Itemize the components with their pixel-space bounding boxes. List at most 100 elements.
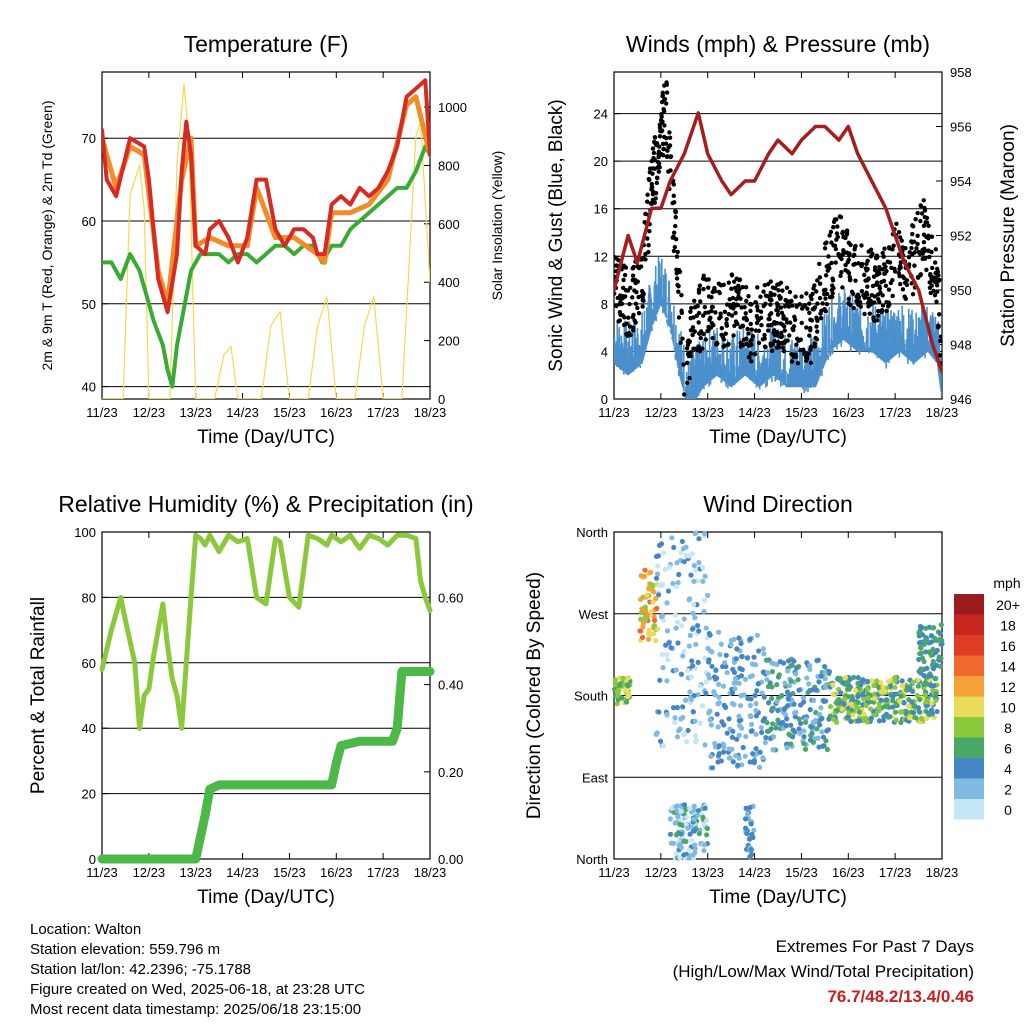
y-tick-label: 24 <box>594 107 608 122</box>
direction-point <box>792 710 798 716</box>
direction-point <box>721 744 727 750</box>
direction-point <box>717 651 723 658</box>
gust-point <box>829 260 834 266</box>
direction-point <box>686 847 692 853</box>
direction-point <box>788 663 794 669</box>
direction-point <box>673 667 679 673</box>
gust-point <box>919 211 925 216</box>
direction-point <box>730 728 736 734</box>
direction-point <box>731 636 737 642</box>
direction-point <box>923 649 929 655</box>
direction-point <box>838 690 844 696</box>
direction-point <box>683 544 689 550</box>
direction-point <box>695 807 701 814</box>
direction-point <box>747 713 753 719</box>
direction-point <box>646 627 652 633</box>
gust-point <box>923 256 928 261</box>
direction-point <box>749 831 755 838</box>
colorbar-swatch <box>954 717 984 738</box>
gust-point <box>872 300 877 305</box>
direction-point <box>748 847 754 853</box>
gust-point <box>763 301 768 307</box>
direction-point <box>802 719 809 726</box>
direction-point <box>748 728 754 734</box>
direction-point <box>918 650 924 657</box>
gust-point <box>673 214 678 220</box>
gust-point <box>776 288 781 293</box>
gust-point <box>934 283 940 288</box>
direction-point <box>659 581 665 588</box>
direction-point <box>675 580 681 586</box>
direction-point <box>700 564 706 571</box>
gust-point <box>887 260 893 265</box>
gust-point <box>777 293 782 299</box>
direction-point <box>732 686 738 692</box>
direction-point <box>931 625 937 631</box>
humidity-line <box>99 532 433 731</box>
y-right-tick-label: 800 <box>438 158 460 173</box>
direction-point <box>868 706 874 712</box>
gust-point <box>645 236 650 241</box>
gust-point <box>882 246 887 251</box>
gust-point <box>721 282 726 288</box>
gust-point <box>927 254 932 260</box>
gust-point <box>726 280 732 285</box>
gust-point <box>625 333 630 338</box>
direction-point <box>664 628 671 634</box>
gust-point <box>755 285 760 290</box>
direction-point <box>745 695 751 701</box>
pressure-line <box>614 111 942 374</box>
gust-point <box>748 351 754 356</box>
location-text: Location: Walton <box>30 921 142 938</box>
gust-point <box>772 292 777 297</box>
gust-point <box>646 242 651 248</box>
direction-point <box>653 575 660 581</box>
gust-point <box>789 359 795 364</box>
gust-point <box>769 311 774 316</box>
gust-point <box>843 267 848 273</box>
x-tick-label: 14/23 <box>226 405 259 420</box>
gust-point <box>763 344 768 350</box>
direction-point <box>906 697 912 703</box>
direction-point <box>707 708 713 714</box>
gust-point <box>692 298 697 303</box>
direction-point <box>733 656 740 662</box>
gust-point <box>673 209 678 215</box>
gust-point <box>864 290 869 295</box>
gust-point <box>840 230 845 236</box>
direction-point <box>687 805 693 812</box>
direction-point <box>778 693 784 699</box>
x-tick-label: 15/23 <box>785 865 818 880</box>
direction-point <box>734 680 740 686</box>
direction-point <box>915 677 921 683</box>
direction-point <box>685 553 692 559</box>
gust-point <box>679 310 685 316</box>
gust-point <box>632 318 637 323</box>
direction-point <box>824 728 830 734</box>
gust-point <box>706 285 711 290</box>
direction-point <box>718 641 724 647</box>
direction-point <box>923 699 929 705</box>
gust-point <box>701 276 706 281</box>
gust-point <box>736 283 741 289</box>
gust-point <box>658 118 664 123</box>
direction-point <box>709 649 715 655</box>
gust-point <box>633 301 639 307</box>
gust-point <box>856 261 861 266</box>
gust-point <box>750 333 756 339</box>
direction-point <box>667 831 674 837</box>
gust-point <box>812 305 818 310</box>
gust-point <box>872 294 877 299</box>
gust-point <box>652 166 658 171</box>
direction-point <box>687 689 693 695</box>
direction-point <box>737 702 744 709</box>
gust-point <box>690 332 695 338</box>
gust-point <box>688 305 694 311</box>
gust-point <box>852 261 858 267</box>
gust-point <box>896 270 902 276</box>
gust-point <box>822 291 827 297</box>
gust-point <box>718 311 723 316</box>
gust-point <box>646 176 651 182</box>
direction-point <box>726 755 732 761</box>
gust-point <box>691 315 696 320</box>
